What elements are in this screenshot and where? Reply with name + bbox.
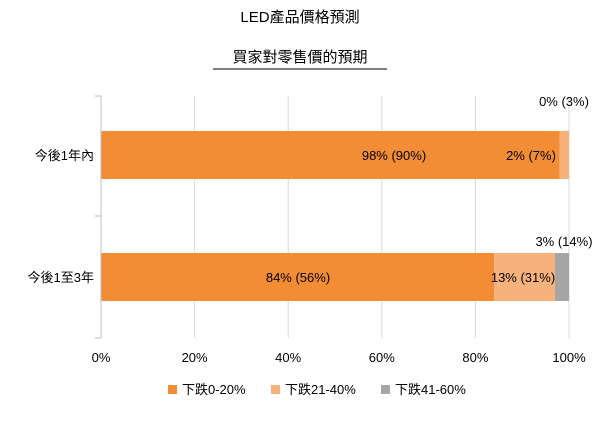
bar-segment <box>494 253 555 301</box>
data-label: 13% (31%) <box>491 270 555 285</box>
legend-swatch <box>168 385 177 394</box>
bars <box>101 131 569 301</box>
x-tick-label: 0% <box>92 350 111 365</box>
data-label: 84% (56%) <box>266 270 330 285</box>
category-label: 今後1年內 <box>35 148 94 163</box>
legend: 下跌0-20% 下跌21-40% 下跌41-60% <box>168 382 466 397</box>
x-tick-label: 40% <box>275 350 301 365</box>
legend-swatch <box>271 385 280 394</box>
chart-subtitle: 買家對零售價的預期 <box>232 49 367 66</box>
legend-swatch <box>381 385 390 394</box>
x-tick-label: 100% <box>552 350 586 365</box>
bar-segment <box>101 131 560 179</box>
x-tick-label: 80% <box>462 350 488 365</box>
x-tick-label: 60% <box>369 350 395 365</box>
bar-segment <box>554 253 569 301</box>
bar-segment <box>559 131 569 179</box>
legend-label: 下跌21-40% <box>285 382 356 397</box>
data-label: 3% (14%) <box>535 234 592 249</box>
chart-title: LED產品價格預測 <box>240 9 359 26</box>
legend-label: 下跌41-60% <box>395 382 466 397</box>
category-label: 今後1至3年 <box>28 270 94 285</box>
bar-segment <box>101 253 495 301</box>
legend-label: 下跌0-20% <box>182 382 246 397</box>
data-label: 98% (90%) <box>362 148 426 163</box>
data-label: 2% (7%) <box>506 148 556 163</box>
data-labels: 98% (90%) 84% (56%) 2% (7%) 13% (31%) 0% (3%… <box>266 94 593 285</box>
data-label: 0% (3%) <box>539 94 589 109</box>
x-tick-label: 20% <box>182 350 208 365</box>
